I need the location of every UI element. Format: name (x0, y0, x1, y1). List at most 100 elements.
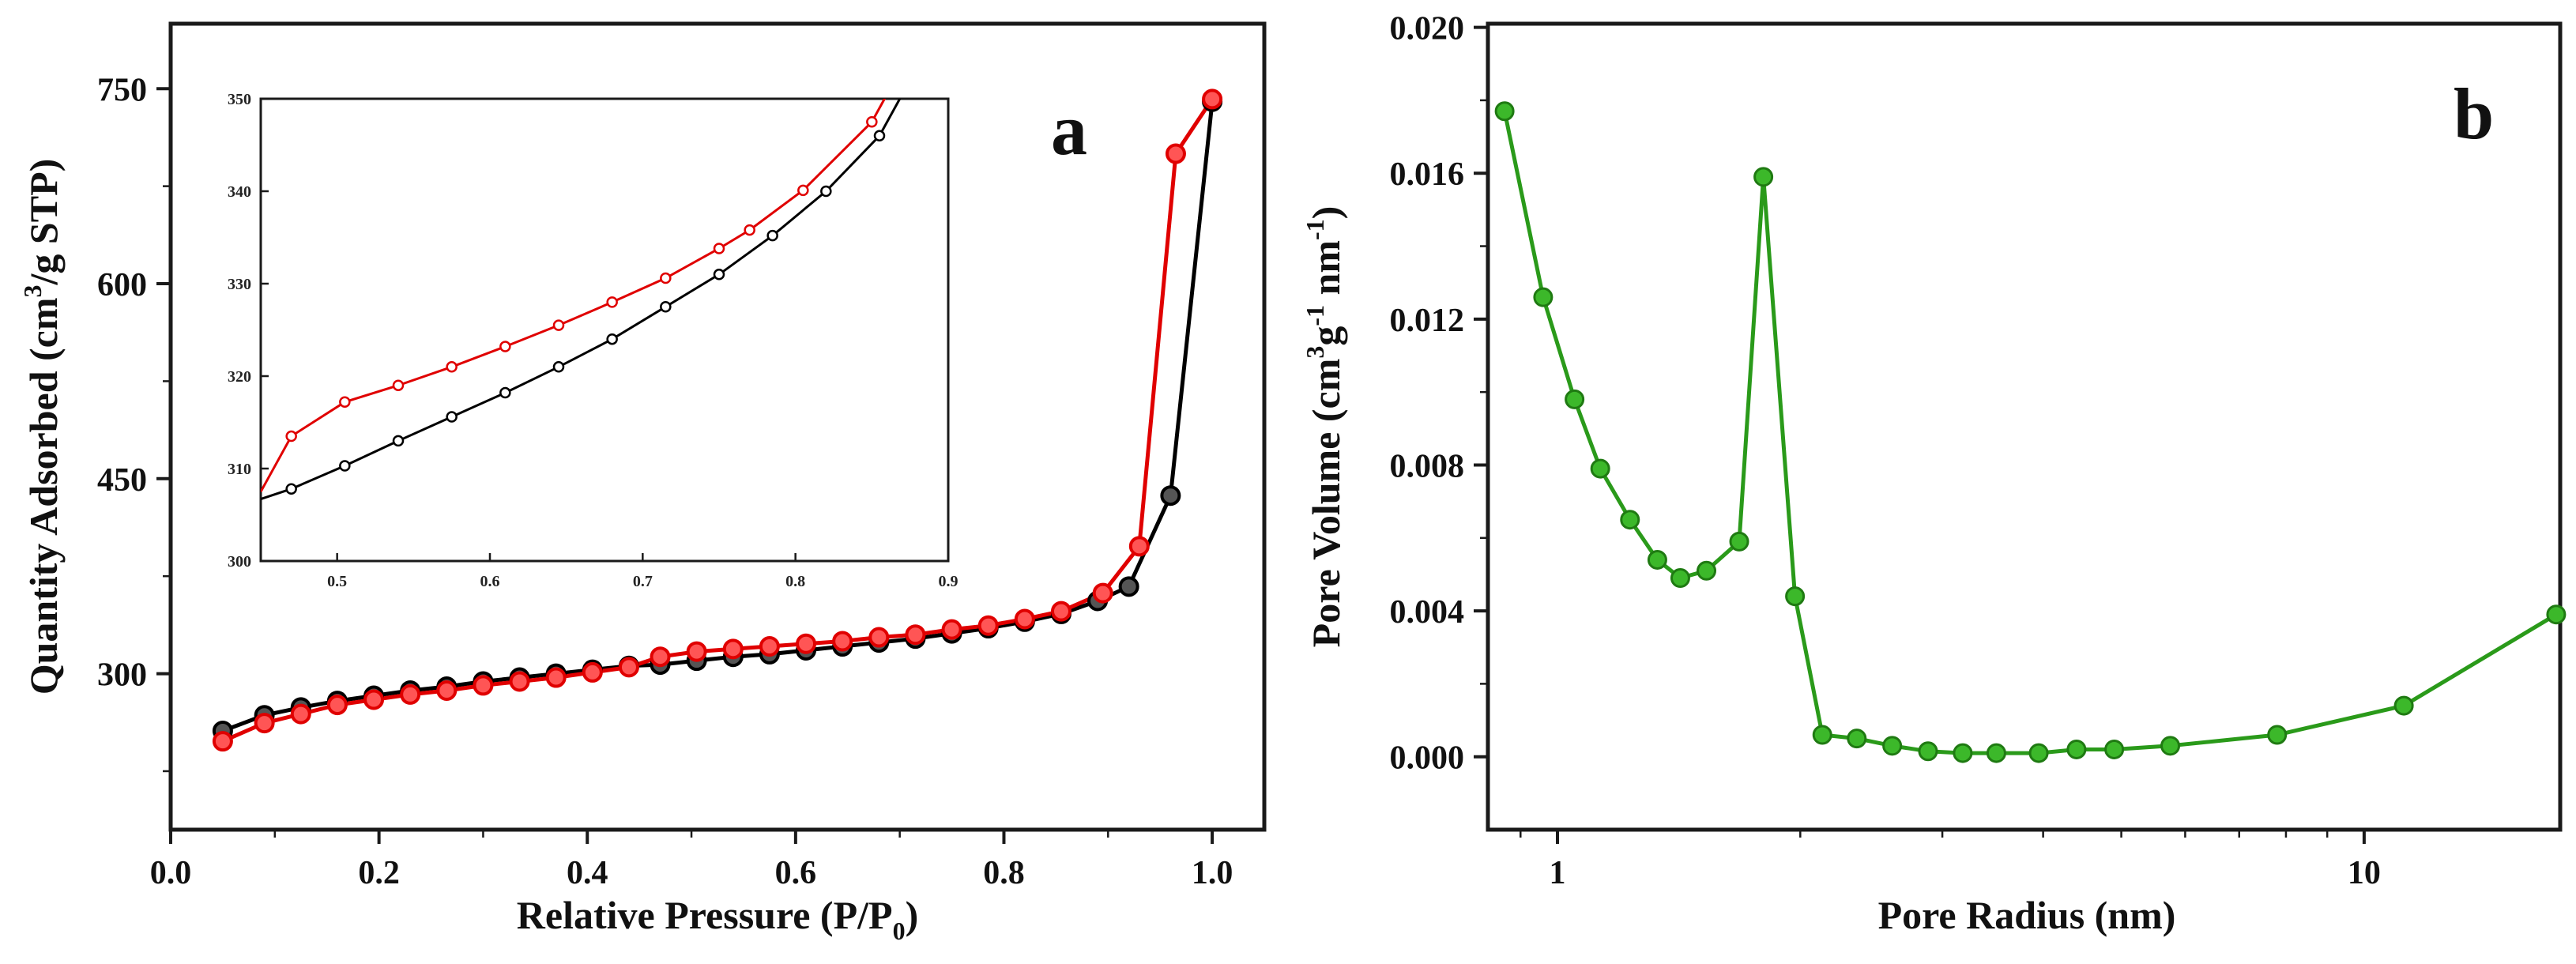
panel-a-desorption-point (905, 624, 926, 646)
panel-b-pore-size-distribution-line (1502, 111, 2558, 755)
panel-a-x-tick-label: 0.8 (983, 855, 1025, 891)
panel-b-y-axis-title-mid2: nm (1304, 240, 1348, 305)
panel-b-x-tick-label: 10 (2348, 855, 2381, 891)
panel-a-desorption-point (1165, 143, 1186, 164)
panel-a-desorption-point (436, 680, 458, 701)
panel-b-pore-size-distribution-point (1882, 736, 1903, 756)
panel-a-x-axis-title-close: ) (906, 893, 919, 937)
inset-desorption-point (797, 184, 809, 197)
inset-x-tick-label: 0.7 (633, 573, 653, 590)
panel-b-pore-size-distribution-point (2066, 739, 2087, 759)
panel-b-pore-size-distribution-point (1785, 586, 1806, 607)
panel-a-y-axis-title-sup: 3 (18, 284, 47, 297)
panel-a-x-tick-label: 0.6 (775, 855, 817, 891)
panel-a-desorption-point (473, 675, 494, 696)
panel-b-y-tick-label: 0.020 (1390, 11, 1465, 47)
panel-a-desorption-point (1050, 601, 1071, 622)
panel-a-desorption-point (212, 731, 233, 752)
panel-b-pore-size-distribution-point (1753, 167, 1774, 187)
panel-b: 1 10 0.000 0.004 0.008 0.012 0.016 0.020 b Pore… (1301, 11, 2567, 937)
panel-a-desorption-point (363, 689, 385, 710)
panel-b-pore-size-distribution-point (1847, 729, 1867, 749)
inset-y-tick-label: 300 (228, 553, 251, 570)
panel-b-y-tick-label: 0.008 (1390, 448, 1465, 484)
inset-adsorption-line (261, 99, 902, 501)
panel-b-ticks: 1 10 0.000 0.004 0.008 0.012 0.016 0.020 (1390, 11, 2381, 891)
panel-a-desorption-point (796, 633, 817, 654)
inset-adsorption-point (339, 460, 351, 472)
panel-a-y-axis-title-main: Quantity Adsorbed (cm (21, 297, 66, 695)
panel-a-y-tick-label: 450 (97, 462, 147, 499)
panel-a-adsorption-point (1118, 576, 1139, 597)
panel-a-x-axis-title: Relative Pressure (P/P0) (517, 893, 918, 945)
panel-a-desorption-point (509, 671, 530, 692)
panel-a: 0.0 0.2 0.4 0.6 0.8 1.0 300 450 600 750 0.5 0.6 0.7… (18, 21, 1267, 945)
panel-a-y-tick-label: 600 (97, 267, 147, 303)
panel-a-y-axis-title-end: /g STP) (21, 159, 66, 286)
panel-b-plot-frame (1486, 21, 2563, 832)
panel-a-desorption-point (722, 638, 744, 660)
panel-b-series (1494, 101, 2567, 763)
panel-a-desorption-point (1202, 88, 1223, 110)
panel-a-desorption-point (290, 703, 311, 725)
panel-a-desorption-point (941, 619, 962, 640)
inset-x-tick-label: 0.6 (480, 573, 500, 590)
panel-a-x-tick-label: 0.0 (150, 855, 192, 891)
panel-a-series (212, 88, 1223, 752)
panel-b-pore-size-distribution-point (1494, 101, 1515, 122)
panel-a-desorption-point (1128, 536, 1150, 557)
inset-desorption-point (713, 243, 725, 254)
inset-desorption-point (392, 379, 405, 391)
panel-b-y-axis-title-sup3: -1 (1301, 219, 1329, 240)
panel-a-desorption-point (545, 667, 567, 688)
inset-adsorption-point (392, 435, 405, 447)
panel-a-letter: a (1051, 89, 1087, 170)
panel-a-desorption-point (977, 615, 999, 636)
inset-series-clipped (261, 99, 902, 501)
panel-b-pore-size-distribution-point (1590, 458, 1610, 479)
inset-adsorption-point (552, 361, 565, 373)
inset-adsorption-point (606, 333, 618, 345)
panel-a-desorption-point (1092, 582, 1113, 604)
inset-y-tick-label: 330 (228, 276, 251, 293)
inset-y-tick-label: 310 (228, 461, 251, 478)
inset-y-tick-label: 350 (228, 91, 251, 108)
panel-b-pore-size-distribution-point (1986, 743, 2006, 763)
panel-a-desorption-point (650, 646, 671, 668)
panel-b-pore-size-distribution-point (1620, 510, 1640, 530)
panel-b-pore-size-distribution-point (2104, 739, 2125, 759)
inset-y-tick-label: 320 (228, 368, 251, 386)
panel-b-y-tick-label: 0.004 (1390, 594, 1465, 631)
panel-b-pore-size-distribution-point (1697, 560, 1717, 581)
panel-b-y-axis-title-sup1: 3 (1301, 346, 1329, 359)
inset-desorption-point (499, 341, 511, 352)
panel-a-desorption-point (868, 627, 890, 648)
panel-a-adsorption-line (222, 101, 1215, 733)
panel-b-y-axis-title-end: ) (1304, 206, 1348, 220)
inset-desorption-point (552, 319, 565, 331)
inset-adsorption-point (820, 185, 832, 198)
inset-adsorption-point (873, 130, 886, 142)
panel-b-x-tick-label: 1 (1549, 855, 1565, 891)
panel-b-pore-size-distribution-point (1812, 725, 1832, 745)
panel-b-y-tick-label: 0.016 (1390, 156, 1465, 193)
inset-desorption-line (261, 99, 887, 493)
panel-b-y-axis-title-main: Pore Volume (cm (1304, 359, 1348, 648)
inset-adsorption-point (713, 269, 725, 281)
panel-a-desorption-point (400, 683, 421, 705)
panel-b-pore-size-distribution-point (2393, 695, 2414, 716)
inset-plot-frame (259, 97, 950, 563)
panel-a-x-tick-label: 1.0 (1192, 855, 1233, 891)
inset-x-tick-label: 0.8 (785, 573, 805, 590)
inset-adsorption-point (285, 483, 297, 495)
panel-a-x-tick-label: 0.4 (567, 855, 608, 891)
panel-b-pore-size-distribution-point (2160, 736, 2181, 756)
inset-ticks: 0.5 0.6 0.7 0.8 0.9 300 310 320 330 340 350 (228, 91, 958, 590)
panel-b-y-tick-label: 0.000 (1390, 740, 1465, 777)
inset-desorption-point (339, 396, 351, 409)
inset-desorption-point (866, 116, 878, 128)
panel-a-desorption-point (832, 631, 853, 652)
panel-a-desorption-line (221, 98, 1215, 744)
panel-a-desorption-point (759, 636, 780, 657)
